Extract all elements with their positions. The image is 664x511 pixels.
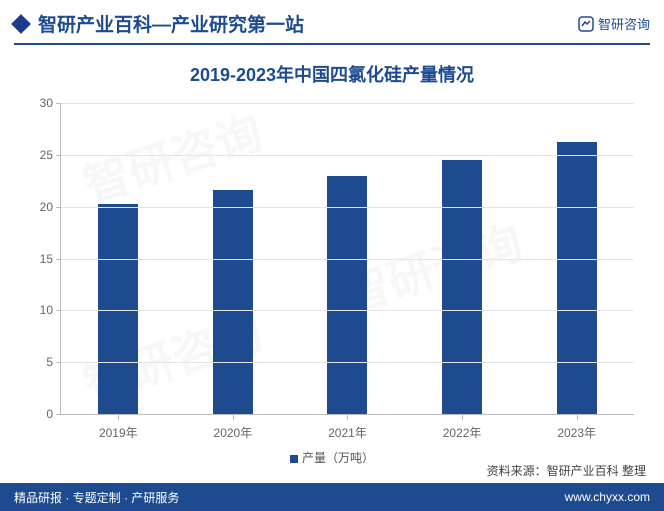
chart-area: 智研咨询 智研咨询 智研咨询 2019年2020年2021年2022年2023年… (20, 93, 644, 445)
y-tick-label: 10 (40, 303, 61, 317)
y-tick-label: 0 (46, 407, 61, 421)
x-tick-mark (462, 414, 463, 420)
source-label: 资料来源： (487, 464, 547, 478)
y-tick-label: 30 (40, 96, 61, 110)
brand-block: 智研咨询 (578, 14, 650, 33)
grid-line (61, 259, 634, 260)
footer-bar: 精品研报 · 专题定制 · 产研服务 www.chyxx.com (0, 483, 664, 511)
x-tick-label: 2021年 (328, 414, 367, 441)
grid-line (61, 155, 634, 156)
source-line: 资料来源：智研产业百科 整理 (487, 462, 646, 479)
x-tick-label: 2020年 (214, 414, 253, 441)
y-tick-label: 15 (40, 252, 61, 266)
grid-line (61, 362, 634, 363)
bar (327, 176, 367, 414)
bar (442, 160, 482, 414)
bar (213, 190, 253, 414)
grid-line (61, 310, 634, 311)
footer-left: 精品研报 · 专题定制 · 产研服务 (14, 489, 179, 506)
x-tick-mark (233, 414, 234, 420)
brand-logo-icon (578, 16, 594, 32)
header-divider (14, 43, 650, 45)
chart-title: 2019-2023年中国四氯化硅产量情况 (0, 51, 664, 93)
x-tick-mark (577, 414, 578, 420)
x-tick-label: 2022年 (443, 414, 482, 441)
header-bar: 智研产业百科—产业研究第一站 智研咨询 (0, 0, 664, 43)
footer-right: www.chyxx.com (565, 490, 650, 504)
x-tick-label: 2023年 (557, 414, 596, 441)
y-tick-label: 5 (46, 355, 61, 369)
grid-line (61, 103, 634, 104)
legend-swatch (290, 455, 298, 463)
bar (557, 142, 597, 414)
source-text: 智研产业百科 整理 (547, 464, 646, 478)
grid-line (61, 207, 634, 208)
plot-area: 2019年2020年2021年2022年2023年 051015202530 (60, 103, 634, 415)
x-tick-mark (118, 414, 119, 420)
bar (98, 204, 138, 414)
y-tick-label: 25 (40, 148, 61, 162)
x-tick-label: 2019年 (99, 414, 138, 441)
page-title: 智研产业百科—产业研究第一站 (38, 10, 304, 37)
y-tick-label: 20 (40, 200, 61, 214)
brand-name: 智研咨询 (598, 14, 650, 33)
legend-label: 产量（万吨） (302, 451, 374, 465)
diamond-icon (11, 14, 31, 34)
x-tick-mark (347, 414, 348, 420)
